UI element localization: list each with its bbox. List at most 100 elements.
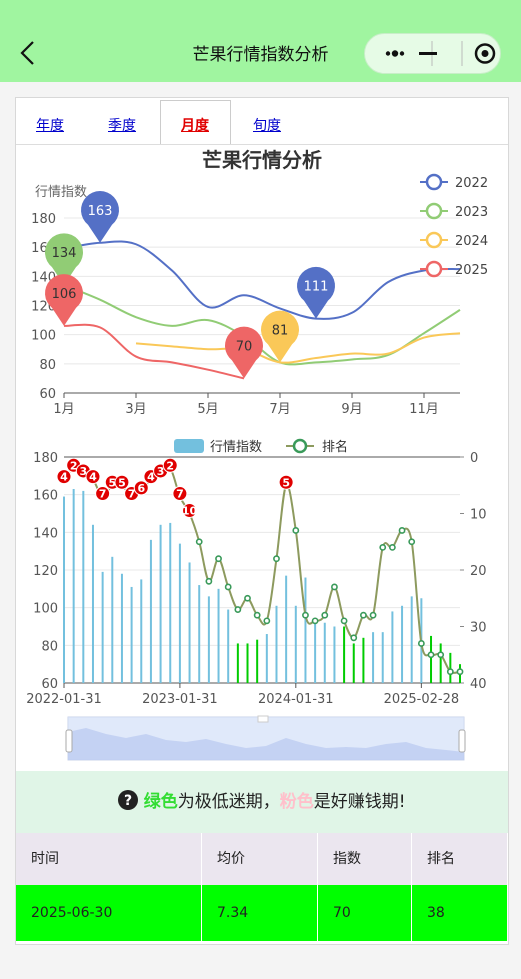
bar bbox=[82, 490, 85, 683]
pin-label: 70 bbox=[236, 339, 253, 354]
x-tick-label: 2022-01-31 bbox=[26, 692, 102, 707]
zoom-handle[interactable] bbox=[65, 729, 73, 753]
y2-tick-label: 0 bbox=[470, 451, 478, 466]
x-tick-label: 7月 bbox=[269, 402, 290, 417]
point-label: 4 bbox=[147, 471, 155, 484]
series-line bbox=[135, 332, 461, 364]
tab[interactable]: 年度 bbox=[36, 118, 64, 134]
pin bbox=[225, 326, 263, 379]
legend-label: 2023 bbox=[455, 205, 488, 220]
point-label: 5 bbox=[108, 476, 116, 489]
point-label: 2 bbox=[70, 459, 78, 472]
point bbox=[195, 538, 203, 546]
legend-marker bbox=[292, 438, 308, 454]
point bbox=[215, 555, 222, 563]
bar bbox=[169, 522, 172, 683]
bar bbox=[439, 643, 442, 683]
point-label: 5 bbox=[282, 476, 290, 489]
legend-marker bbox=[425, 231, 443, 249]
point-label: 7 bbox=[128, 488, 136, 501]
legend-note: ? 绿色为极低迷期，粉色是好赚钱期! bbox=[16, 771, 508, 833]
y-tick-label: 140 bbox=[33, 526, 58, 541]
help-icon: ? bbox=[118, 790, 139, 810]
point bbox=[408, 538, 416, 546]
bar bbox=[333, 626, 336, 683]
pink-word: 粉色 bbox=[279, 792, 314, 812]
point bbox=[331, 583, 338, 591]
capsule[interactable] bbox=[364, 33, 501, 74]
point-label: 7 bbox=[99, 488, 107, 501]
legend-label: 2022 bbox=[455, 176, 488, 191]
x-tick-label: 9月 bbox=[341, 402, 362, 417]
header: 芒果行情指数分析 bbox=[0, 0, 521, 82]
bar bbox=[72, 489, 75, 683]
pin-label: 81 bbox=[272, 323, 289, 338]
pin bbox=[297, 266, 336, 319]
y-tick-label: 60 bbox=[39, 387, 56, 402]
column-header: 均价 bbox=[202, 833, 318, 885]
bar bbox=[91, 524, 94, 683]
point bbox=[340, 617, 348, 625]
point-label-bg bbox=[56, 469, 72, 485]
zoom-grip[interactable] bbox=[257, 715, 269, 723]
point-label-bg bbox=[95, 486, 111, 502]
point bbox=[427, 651, 435, 659]
tab[interactable]: 月度 bbox=[181, 118, 209, 134]
bar bbox=[275, 605, 278, 683]
y-tick-label: 100 bbox=[33, 602, 58, 617]
point bbox=[292, 527, 300, 534]
table-cell: 7.34 bbox=[202, 885, 318, 941]
point-label: 10 bbox=[182, 505, 198, 518]
tab[interactable]: 季度 bbox=[108, 118, 136, 134]
point bbox=[456, 668, 464, 676]
bar bbox=[256, 639, 259, 683]
point bbox=[311, 617, 319, 625]
y-tick-label: 80 bbox=[39, 358, 56, 373]
bar bbox=[391, 611, 394, 683]
x-tick-label: 2024-01-31 bbox=[258, 692, 334, 707]
bar bbox=[101, 571, 104, 683]
point bbox=[446, 668, 454, 676]
point bbox=[379, 544, 387, 551]
table-cell: 70 bbox=[318, 885, 412, 941]
zoom-preview bbox=[68, 728, 464, 760]
back-button[interactable] bbox=[18, 40, 38, 66]
point bbox=[263, 617, 271, 625]
bar bbox=[352, 643, 355, 683]
x-tick-label: 1月 bbox=[53, 402, 74, 417]
bar bbox=[314, 618, 317, 683]
point-label: 7 bbox=[176, 488, 184, 501]
point bbox=[205, 577, 213, 585]
tab[interactable]: 旬度 bbox=[253, 118, 281, 134]
x-tick-label: 3月 bbox=[125, 402, 146, 417]
legend-marker bbox=[425, 173, 443, 191]
y2-tick-label: 40 bbox=[470, 677, 487, 692]
legend-marker bbox=[425, 202, 443, 220]
x-tick-label: 5月 bbox=[197, 402, 218, 417]
x-tick-label: 2025-02-28 bbox=[384, 692, 460, 707]
bar-line-chart: 60 80 100 120 140 160 180 0 10 20 30 40 2022-01-31 20… bbox=[26, 438, 487, 761]
zoom-handle[interactable] bbox=[458, 729, 466, 753]
point-label-bg bbox=[162, 457, 178, 473]
bar bbox=[430, 635, 433, 683]
bar bbox=[343, 626, 346, 683]
point bbox=[234, 606, 242, 613]
point-label: 4 bbox=[89, 471, 97, 484]
note-text: 为极低迷期， bbox=[177, 792, 280, 812]
y-tick-label: 160 bbox=[33, 489, 58, 504]
point bbox=[321, 611, 329, 619]
point-label: 6 bbox=[137, 482, 145, 495]
point-label: 4 bbox=[60, 471, 68, 484]
bar bbox=[178, 543, 181, 683]
pin bbox=[261, 310, 299, 363]
point-label-bg bbox=[278, 474, 294, 490]
point-label-bg bbox=[182, 503, 198, 518]
bar bbox=[449, 652, 452, 683]
bar bbox=[130, 586, 133, 683]
point bbox=[350, 634, 358, 642]
table-cell: 38 bbox=[412, 885, 508, 941]
y-axis-label: 行情指数 bbox=[35, 185, 87, 200]
legend-label: 行情指数 bbox=[210, 440, 262, 455]
bar bbox=[362, 637, 365, 683]
